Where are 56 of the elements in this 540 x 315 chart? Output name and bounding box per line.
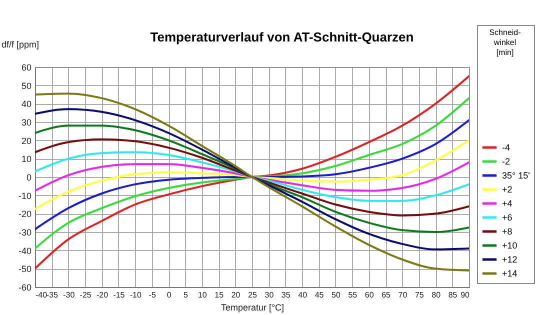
legend-label: -4 bbox=[502, 142, 510, 152]
x-tick-label: 0 bbox=[166, 290, 172, 300]
y-tick-label: -50 bbox=[18, 264, 32, 274]
x-tick-label: 10 bbox=[198, 290, 208, 300]
x-tick-label: 90 bbox=[460, 290, 470, 300]
x-tick-label: 35 bbox=[281, 290, 291, 300]
legend-label: +14 bbox=[502, 268, 518, 278]
y-tick-label: -10 bbox=[18, 190, 32, 201]
legend-title: Schneid- winkel [min] bbox=[489, 28, 522, 57]
x-axis-title: Temperatur [°C] bbox=[220, 302, 284, 312]
x-tick-label: -5 bbox=[148, 290, 156, 300]
x-tick-label: 70 bbox=[398, 290, 408, 300]
y-tick-label: 0 bbox=[26, 172, 32, 182]
legend-label: -2 bbox=[502, 156, 510, 166]
x-tick-label: -30 bbox=[63, 290, 76, 300]
x-tick-label: 30 bbox=[264, 290, 274, 300]
legend-label: +2 bbox=[502, 184, 512, 194]
y-tick-label: -60 bbox=[18, 282, 32, 292]
legend-label: +12 bbox=[502, 254, 518, 264]
y-tick-label: 30 bbox=[21, 118, 32, 128]
y-tick-label: -30 bbox=[18, 228, 32, 238]
x-tick-label: -35 bbox=[46, 290, 59, 300]
x-tick-label: 75 bbox=[414, 290, 424, 300]
x-tick-label: 45 bbox=[314, 290, 324, 300]
legend-label: +8 bbox=[502, 226, 512, 236]
y-tick-label: 20 bbox=[21, 136, 32, 146]
legend-label: +4 bbox=[502, 198, 512, 208]
x-tick-label: 55 bbox=[348, 290, 358, 300]
x-tick-label: 15 bbox=[214, 290, 224, 300]
x-tick-label: 65 bbox=[382, 290, 392, 300]
x-tick-label: 20 bbox=[231, 290, 241, 300]
y-tick-label: 60 bbox=[21, 62, 32, 72]
y-tick-label: 40 bbox=[21, 99, 32, 110]
y-tick-label: 10 bbox=[21, 154, 32, 164]
x-tick-label: -25 bbox=[80, 290, 92, 300]
x-tick-label: 50 bbox=[332, 290, 341, 300]
x-tick-label: -20 bbox=[96, 290, 109, 300]
x-tick-label: -10 bbox=[130, 290, 142, 300]
x-tick-label: 25 bbox=[248, 290, 258, 300]
x-tick-label: 85 bbox=[448, 290, 458, 300]
y-tick-label: -40 bbox=[18, 246, 32, 256]
x-tick-label: 5 bbox=[184, 290, 189, 300]
y-tick-label: 50 bbox=[21, 80, 32, 91]
y-tick-label: -20 bbox=[18, 209, 32, 220]
x-tick-label: 60 bbox=[364, 290, 374, 300]
x-tick-label: -15 bbox=[113, 290, 126, 300]
chart-title: Temperaturverlauf von AT-Schnitt-Quarzen bbox=[150, 30, 414, 44]
legend-label: +10 bbox=[502, 240, 518, 250]
x-tick-label: 80 bbox=[432, 290, 442, 300]
y-axis-title: df/f [ppm] bbox=[2, 40, 40, 50]
legend-label: 35° 15' bbox=[502, 170, 530, 180]
line-series bbox=[35, 161, 469, 192]
x-tick-label: 40 bbox=[298, 290, 308, 300]
x-tick-label: -40 bbox=[36, 290, 48, 300]
line-series bbox=[35, 151, 469, 202]
legend-label: +6 bbox=[502, 212, 512, 222]
